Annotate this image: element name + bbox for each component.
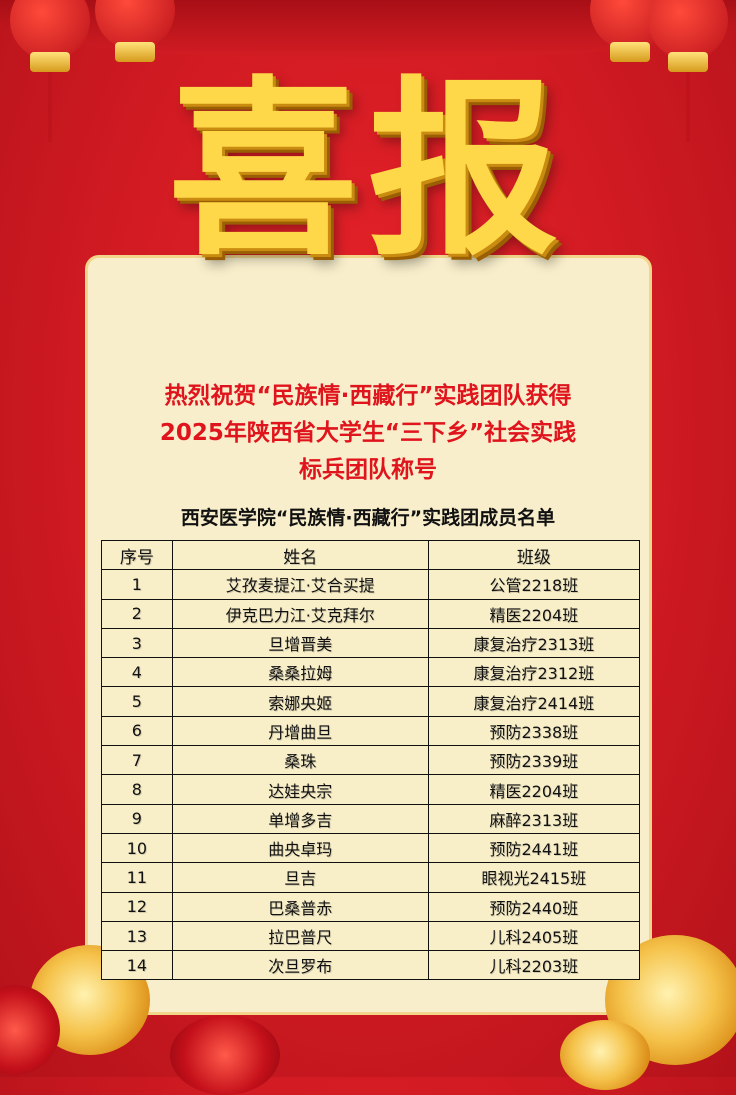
cell-class: 儿科2405班 [427,920,641,952]
cell-class: 公管2218班 [427,569,641,600]
header-class: 班级 [427,539,641,571]
peony-flower-decoration [170,1015,280,1095]
cell-class: 预防2338班 [427,715,641,747]
cell-name: 桑珠 [171,745,429,776]
cell-index: 2 [101,598,173,629]
cell-index: 9 [101,803,173,834]
cell-name: 达娃央宗 [171,774,429,805]
cell-index: 12 [101,891,173,922]
table-row: 6 丹增曲旦 预防2338班 [101,715,641,747]
cell-class: 预防2339班 [427,745,641,776]
cell-class: 精医2204班 [427,598,641,629]
cell-name: 单增多吉 [171,803,429,834]
member-table: 序号 姓名 班级 1 艾孜麦提江·艾合买提 公管2218班 2 伊克巴力江·艾克拜尔 精医… [101,539,641,981]
cell-index: 8 [101,774,173,805]
cell-index: 13 [101,920,173,952]
cell-index: 3 [101,627,173,659]
cell-class: 预防2440班 [427,891,641,922]
cell-name: 拉巴普尺 [171,920,429,952]
cell-name: 巴桑普赤 [171,891,429,922]
headline-line: 标兵团队称号 [299,457,437,483]
cell-class: 预防2441班 [427,832,641,864]
table-row: 13 拉巴普尺 儿科2405班 [101,920,641,952]
cell-index: 6 [101,715,173,747]
cell-index: 10 [101,832,173,864]
table-row: 2 伊克巴力江·艾克拜尔 精医2204班 [101,598,641,629]
lantern-icon [648,0,728,142]
table-row: 1 艾孜麦提江·艾合买提 公管2218班 [101,569,641,600]
table-row: 9 单增多吉 麻醉2313班 [101,803,641,834]
cell-class: 康复治疗2313班 [427,627,641,659]
cell-name: 旦吉 [171,862,429,893]
header-index: 序号 [101,539,173,571]
table-row: 8 达娃央宗 精医2204班 [101,774,641,805]
headline: 热烈祝贺“民族情·西藏行”实践团队获得 2025年陕西省大学生“三下乡”社会实践… [0,378,736,489]
big-title: 喜报 [167,58,568,281]
headline-line: 2025年陕西省大学生“三下乡”社会实践 [159,420,577,446]
cell-index: 5 [101,686,173,717]
cell-class: 眼视光2415班 [427,862,641,893]
cell-index: 4 [101,657,173,688]
cell-name: 旦增晋美 [171,627,429,659]
table-row: 11 旦吉 眼视光2415班 [101,862,641,893]
cell-index: 11 [101,862,173,893]
cell-class: 康复治疗2414班 [427,686,641,717]
cell-name: 索娜央姬 [171,686,429,717]
table-header-row: 序号 姓名 班级 [101,539,641,571]
table-row: 14 次旦罗布 儿科2203班 [101,950,641,981]
cell-name: 桑桑拉姆 [171,657,429,688]
lantern-icon [10,0,90,142]
cell-index: 14 [101,950,173,981]
cell-index: 7 [101,745,173,776]
cell-class: 儿科2203班 [427,950,641,981]
headline-line: 热烈祝贺“民族情·西藏行”实践团队获得 [164,383,572,409]
cell-name: 曲央卓玛 [171,832,429,864]
cell-class: 麻醉2313班 [427,803,641,834]
cell-name: 艾孜麦提江·艾合买提 [171,569,429,600]
cell-index: 1 [101,569,173,600]
cell-name: 次旦罗布 [171,950,429,981]
table-row: 10 曲央卓玛 预防2441班 [101,832,641,864]
table-row: 7 桑珠 预防2339班 [101,745,641,776]
table-row: 5 索娜央姬 康复治疗2414班 [101,686,641,717]
cell-name: 伊克巴力江·艾克拜尔 [171,598,429,629]
header-name: 姓名 [171,539,429,571]
table-row: 12 巴桑普赤 预防2440班 [101,891,641,922]
cell-class: 精医2204班 [427,774,641,805]
list-subtitle: 西安医学院“民族情·西藏行”实践团成员名单 [180,507,556,529]
table-row: 3 旦增晋美 康复治疗2313班 [101,627,641,659]
peony-flower-decoration [560,1020,650,1090]
cell-class: 康复治疗2312班 [427,657,641,688]
table-row: 4 桑桑拉姆 康复治疗2312班 [101,657,641,688]
cell-name: 丹增曲旦 [171,715,429,747]
